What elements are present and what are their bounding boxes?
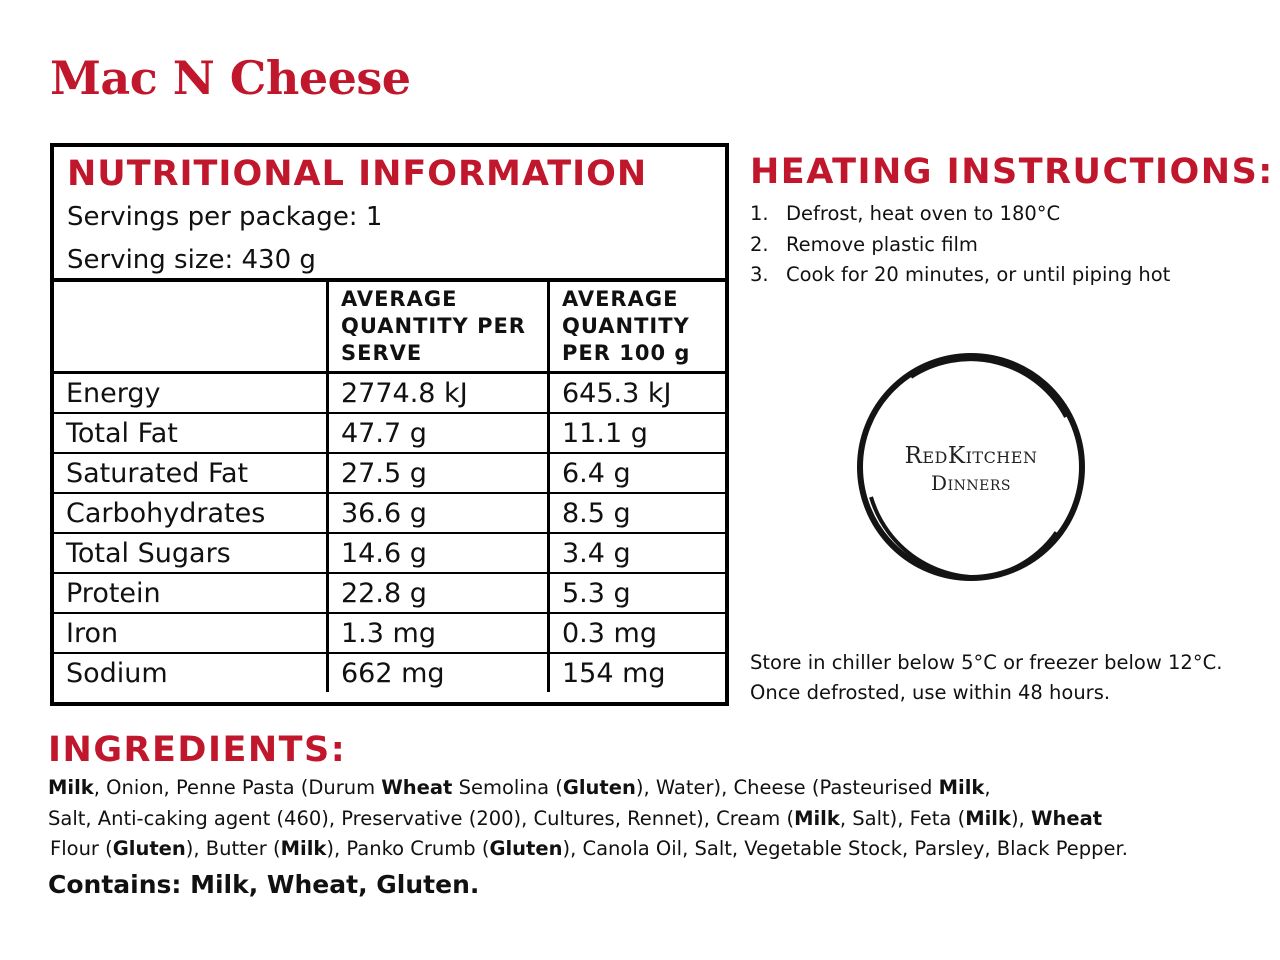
per-100g-value: 11.1 g: [548, 413, 725, 454]
heating-step: 3. Cook for 20 minutes, or until piping h…: [750, 260, 1170, 291]
per-serve-value: 662 mg: [327, 653, 550, 692]
allergen-highlight: Gluten: [562, 776, 636, 799]
per-serve-value: 14.6 g: [327, 533, 550, 574]
ingredient-text: Semolina (: [452, 776, 563, 799]
allergen-highlight: Gluten: [112, 837, 186, 860]
nutrient-name: Carbohydrates: [54, 493, 329, 534]
nutrition-header: NUTRITIONAL INFORMATION Servings per pac…: [54, 147, 725, 282]
nutrition-table: AVERAGE QUANTITY PER SERVE AVERAGE QUANT…: [54, 282, 725, 692]
per-100g-value: 645.3 kJ: [548, 372, 725, 414]
servings-per-package: Servings per package: 1: [67, 202, 383, 232]
heating-steps: 1. Defrost, heat oven to 180°C 2. Remove pl…: [750, 199, 1170, 291]
per-serve-value: 1.3 mg: [327, 613, 550, 654]
per-100g-value: 0.3 mg: [548, 613, 725, 654]
ingredient-text: ), Canola Oil, Salt, Vegetable Stock, Pa…: [562, 837, 1128, 860]
ingredients-line: Flour (Gluten), Butter (Milk), Panko Cru…: [50, 839, 1128, 859]
step-number: 3.: [750, 263, 769, 286]
allergen-highlight: Milk: [794, 807, 840, 830]
product-title: Mac N Cheese: [50, 51, 411, 105]
per-100g-value: 154 mg: [562, 657, 666, 689]
ingredients-line: Salt, Anti-caking agent (460), Preservat…: [48, 809, 1102, 829]
nutrition-row: Energy 2774.8 kJ 645.3 kJ: [54, 372, 725, 414]
ingredients-heading: INGREDIENTS:: [48, 730, 347, 770]
nutrient-name: Energy: [54, 372, 329, 414]
step-text: Defrost, heat oven to 180°C: [786, 202, 1061, 225]
nutrient-name: Saturated Fat: [54, 453, 329, 494]
per-serve-value: 47.7 g: [327, 413, 550, 454]
nutrition-heading: NUTRITIONAL INFORMATION: [67, 154, 648, 194]
heating-step: 2. Remove plastic film: [750, 230, 1170, 261]
allergen-highlight: Milk: [48, 776, 94, 799]
storage-instructions: Store in chiller below 5°C or freezer be…: [750, 651, 1223, 704]
allergen-contains: Contains: Milk, Wheat, Gluten.: [48, 870, 480, 899]
column-header-nutrient: [54, 282, 329, 374]
allergen-highlight: Milk: [965, 807, 1011, 830]
column-header-per-100g: AVERAGE QUANTITY PER 100 g: [548, 282, 725, 374]
brand-logo: RedKitchen Dinners: [851, 347, 1091, 587]
nutrition-table-header: AVERAGE QUANTITY PER SERVE AVERAGE QUANT…: [54, 282, 725, 374]
nutrition-panel: NUTRITIONAL INFORMATION Servings per pac…: [50, 143, 729, 706]
allergen-highlight: Wheat: [1030, 807, 1103, 830]
logo-text-line2: Dinners: [931, 471, 1011, 495]
nutrition-row: Sodium 662 mg 154 mg: [54, 653, 725, 692]
heating-step: 1. Defrost, heat oven to 180°C: [750, 199, 1170, 230]
ingredient-text: , Onion, Penne Pasta (Durum: [93, 776, 382, 799]
serving-size: Serving size: 430 g: [67, 245, 316, 275]
nutrition-row: Iron 1.3 mg 0.3 mg: [54, 613, 725, 654]
nutrient-name: Sodium: [54, 653, 329, 692]
per-100g-value: 3.4 g: [548, 533, 725, 574]
ingredient-text: ), Butter (: [185, 837, 281, 860]
ingredient-text: Flour (: [50, 837, 113, 860]
ingredient-text: ), Water), Cheese (Pasteurised: [635, 776, 939, 799]
nutrition-row: Protein 22.8 g 5.3 g: [54, 573, 725, 614]
per-serve-value: 2774.8 kJ: [327, 372, 550, 414]
nutrient-name: Total Sugars: [54, 533, 329, 574]
step-number: 1.: [750, 202, 769, 225]
ingredient-text: ),: [1010, 807, 1031, 830]
ingredient-text: ), Panko Crumb (: [326, 837, 490, 860]
step-text: Remove plastic film: [786, 232, 978, 256]
allergen-highlight: Milk: [280, 837, 327, 860]
ingredient-text: Salt, Anti-caking agent (460), Preservat…: [48, 807, 795, 830]
heating-heading: HEATING INSTRUCTIONS:: [750, 152, 1274, 192]
nutrient-name: Total Fat: [54, 413, 329, 454]
allergen-highlight: Wheat: [381, 776, 453, 799]
step-text: Cook for 20 minutes, or until piping hot: [786, 263, 1171, 286]
nutrient-name: Protein: [54, 573, 329, 614]
allergen-highlight: Milk: [938, 776, 985, 799]
nutrition-row: Total Fat 47.7 g 11.1 g: [54, 413, 725, 454]
ingredient-text: ,: [984, 776, 991, 799]
per-serve-value: 22.8 g: [327, 573, 550, 614]
per-100g-value: 5.3 g: [548, 573, 725, 614]
ingredients-line: Milk, Onion, Penne Pasta (Durum Wheat Se…: [48, 778, 991, 798]
column-header-per-serve: AVERAGE QUANTITY PER SERVE: [327, 282, 550, 374]
per-100g-value: 8.5 g: [548, 493, 725, 534]
per-serve-value: 36.6 g: [327, 493, 550, 534]
step-number: 2.: [750, 232, 769, 256]
ingredient-text: , Salt), Feta (: [839, 807, 966, 830]
per-serve-value: 27.5 g: [327, 453, 550, 494]
allergen-highlight: Gluten: [489, 837, 563, 860]
nutrient-name: Iron: [54, 613, 329, 654]
nutrition-row: Saturated Fat 27.5 g 6.4 g: [54, 453, 725, 494]
nutrition-row: Total Sugars 14.6 g 3.4 g: [54, 533, 725, 574]
logo-text-line1: RedKitchen: [904, 443, 1038, 469]
nutrition-row: Carbohydrates 36.6 g 8.5 g: [54, 493, 725, 534]
logo-ring-icon: [857, 353, 1085, 581]
per-100g-value: 6.4 g: [548, 453, 725, 494]
